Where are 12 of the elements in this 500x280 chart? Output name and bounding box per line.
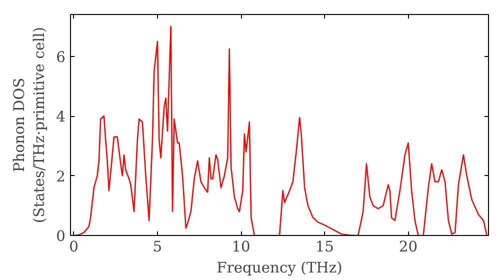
x-axis-title: Frequency (THz) <box>216 260 342 276</box>
y-axis-title: Phonon DOS (States/THz·primitive cell) <box>10 26 48 224</box>
line-series <box>73 26 488 236</box>
y-tick-label: 0 <box>56 228 66 245</box>
x-tick-label: 15 <box>315 238 334 256</box>
x-tick-label: 0 <box>69 238 79 256</box>
x-tick-label: 20 <box>398 238 418 256</box>
y-tick-label: 4 <box>56 108 66 126</box>
x-tick-label: 5 <box>152 238 162 256</box>
y-tick-label: 2 <box>56 168 66 186</box>
x-tick-label: 10 <box>232 238 250 256</box>
y-tick-label: 6 <box>56 48 66 66</box>
